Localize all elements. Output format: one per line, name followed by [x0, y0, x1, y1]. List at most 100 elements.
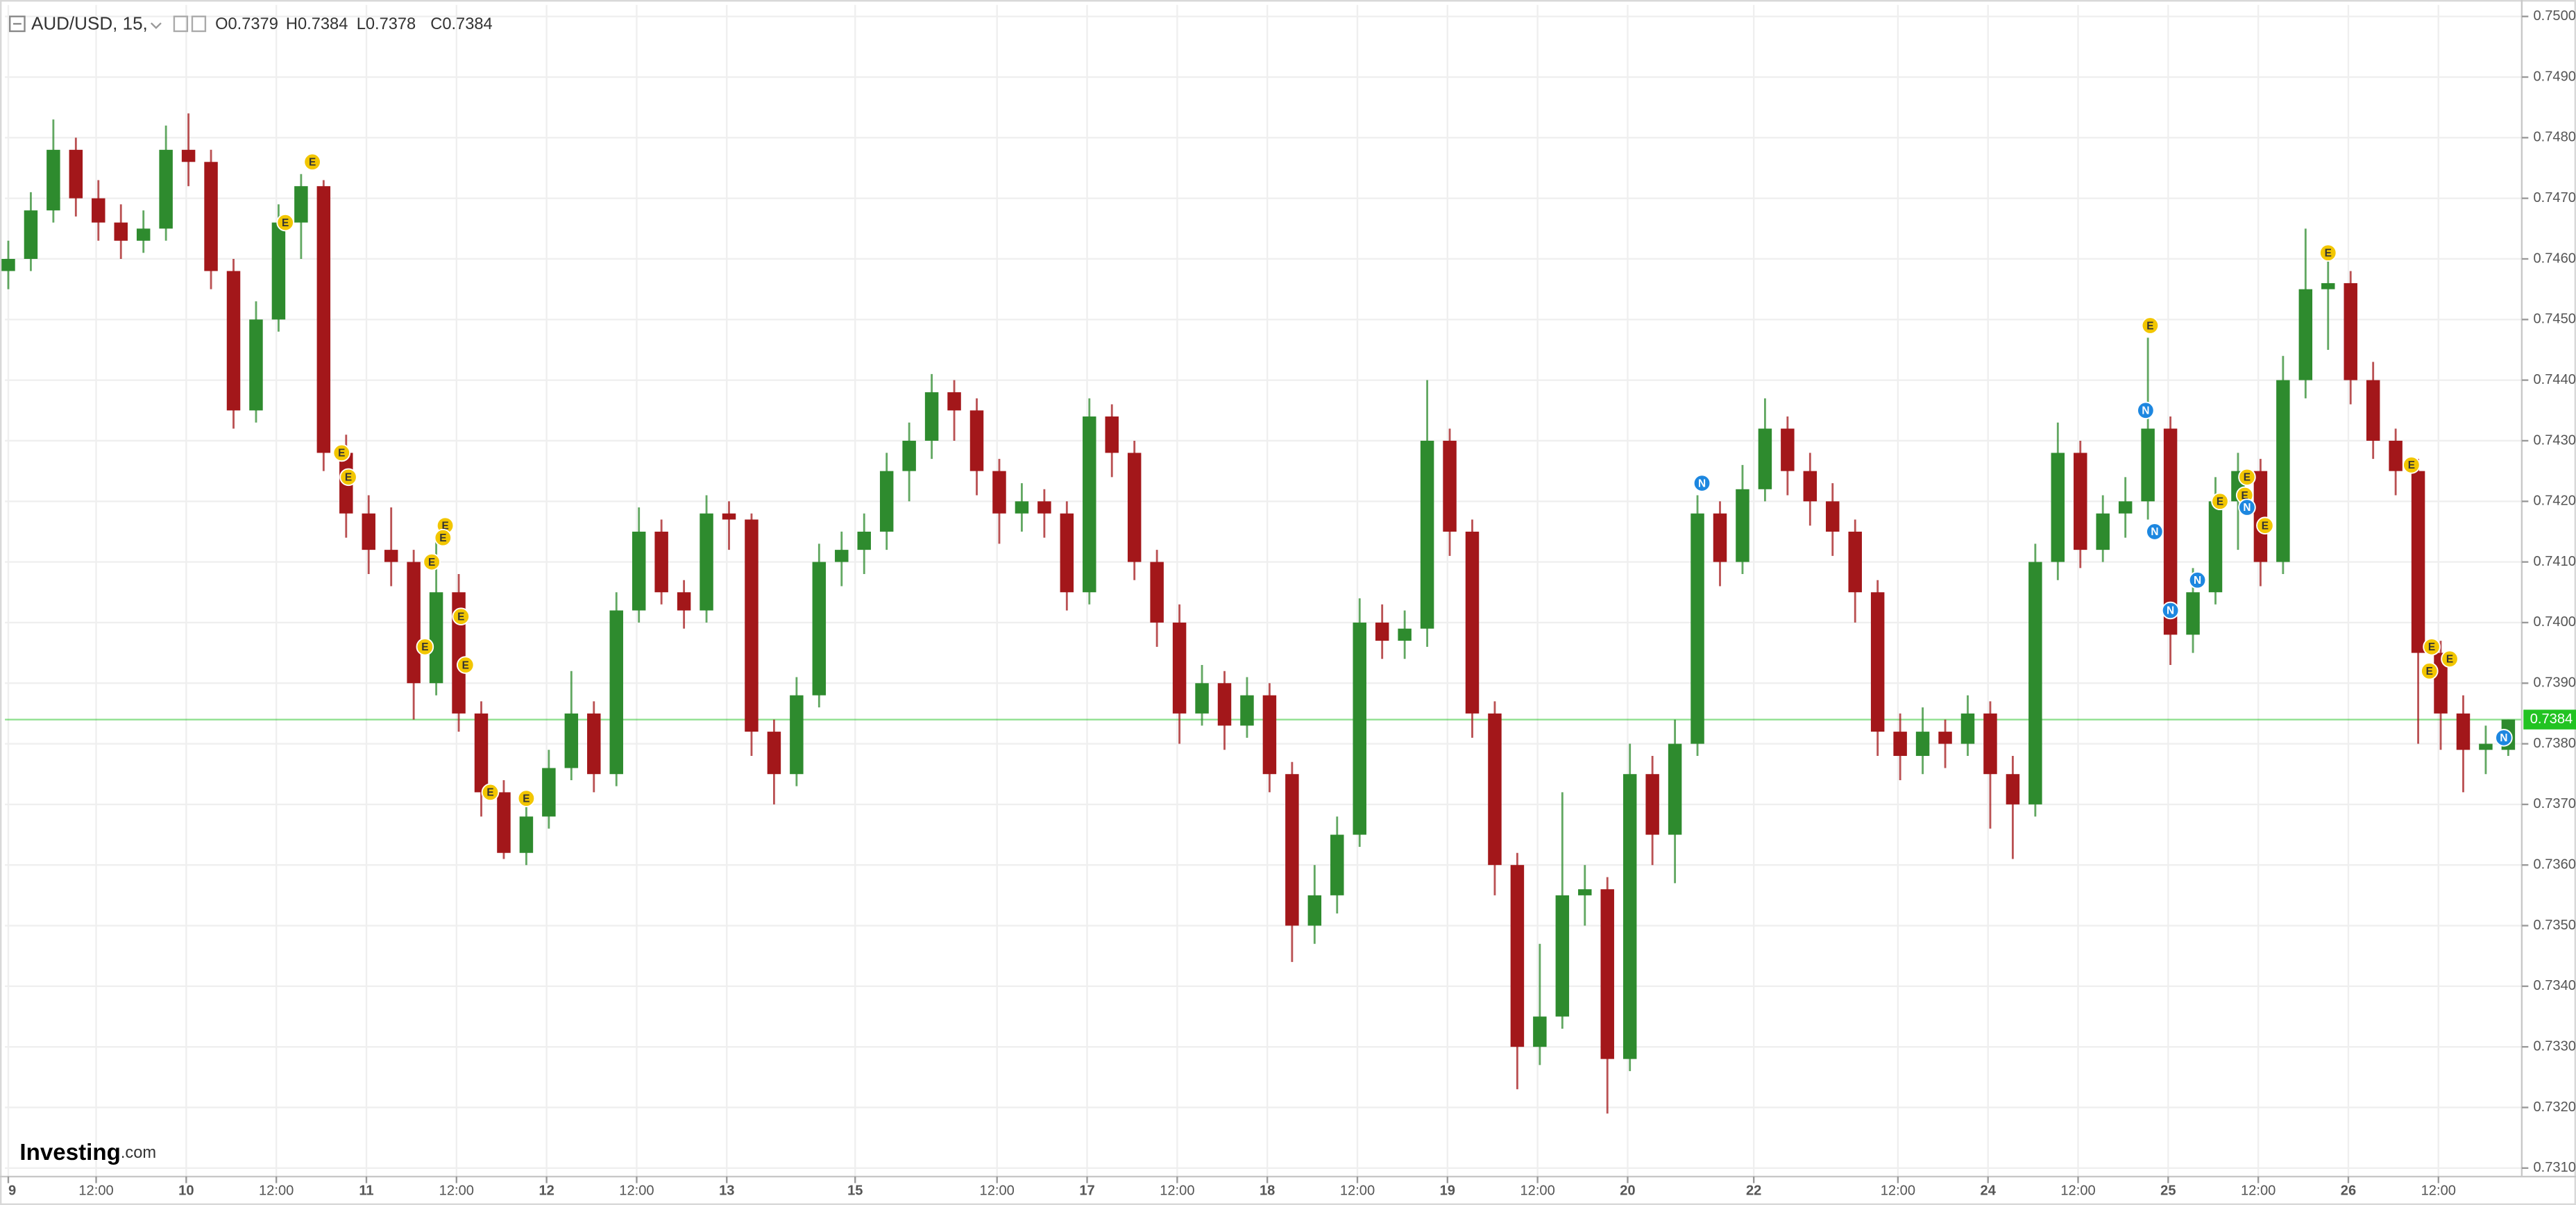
event-marker[interactable]: [2441, 650, 2459, 668]
event-marker[interactable]: [457, 656, 475, 674]
candle-body: [1172, 622, 1187, 714]
candle-body: [1375, 622, 1389, 641]
event-label: E: [486, 787, 493, 799]
close-label: C0.7384: [430, 15, 492, 33]
event-label: E: [345, 472, 352, 484]
candle-body: [1, 258, 15, 271]
event-marker[interactable]: [276, 213, 294, 232]
event-marker[interactable]: [2188, 571, 2207, 589]
event-label: E: [421, 641, 428, 653]
event-label: N: [2500, 732, 2507, 744]
x-tick-label: 12: [539, 1183, 554, 1199]
last-price-label: 0.7384: [2530, 711, 2573, 727]
event-marker[interactable]: [2211, 492, 2229, 511]
event-label: N: [2194, 575, 2201, 587]
event-label: E: [457, 611, 464, 623]
candle-body: [677, 592, 691, 611]
candle-body: [902, 440, 916, 471]
candle-body: [1420, 440, 1434, 629]
event-marker[interactable]: [303, 153, 321, 171]
candle-body: [2006, 774, 2020, 804]
x-tick-label: 12:00: [259, 1183, 294, 1199]
close-icon[interactable]: [191, 15, 207, 33]
candle-body: [114, 222, 128, 241]
event-marker[interactable]: [2238, 498, 2256, 516]
x-tick-label: 12:00: [2421, 1183, 2456, 1199]
event-label: E: [2242, 490, 2248, 502]
candle-body: [2321, 283, 2335, 289]
candle-body: [790, 695, 804, 775]
event-marker[interactable]: [2319, 244, 2337, 262]
event-marker[interactable]: [452, 607, 471, 625]
x-tick-label: 12:00: [1160, 1183, 1194, 1199]
candle-body: [2389, 440, 2403, 471]
event-label: E: [338, 448, 345, 460]
candle-body: [1330, 834, 1344, 895]
event-marker[interactable]: [2403, 456, 2421, 474]
event-marker[interactable]: [2161, 601, 2180, 620]
logo-suffix: .com: [121, 1144, 156, 1162]
event-label: E: [2244, 472, 2251, 484]
candle-body: [1645, 774, 1659, 835]
candle-body: [1960, 713, 1975, 744]
candle-body: [474, 713, 489, 793]
event-marker[interactable]: [339, 468, 357, 487]
x-tick-label: 15: [847, 1183, 863, 1199]
event-label: E: [2426, 666, 2433, 677]
x-tick-label: 13: [719, 1183, 734, 1199]
candle-body: [2411, 471, 2425, 653]
event-marker[interactable]: [332, 444, 351, 462]
event-marker[interactable]: [2421, 662, 2439, 680]
y-tick-label: 0.7350: [2533, 918, 2576, 933]
candle-body: [497, 792, 511, 853]
event-marker[interactable]: [2146, 523, 2164, 541]
candle-body: [2366, 380, 2380, 441]
candle-body: [2028, 562, 2042, 804]
event-marker[interactable]: [423, 553, 441, 571]
settings-icon[interactable]: [173, 15, 189, 33]
collapse-icon[interactable]: [9, 15, 26, 33]
candle-body: [1938, 732, 1952, 744]
event-marker[interactable]: [2256, 516, 2274, 534]
candle-body: [2298, 289, 2313, 380]
candle-body: [1217, 683, 1232, 726]
candle-body: [429, 592, 443, 684]
dropdown-arrow[interactable]: [150, 22, 162, 29]
candle-body: [835, 550, 849, 562]
candle-body: [2163, 428, 2178, 635]
y-tick-label: 0.7370: [2533, 796, 2576, 811]
y-tick-label: 0.7420: [2533, 494, 2576, 509]
candle-body: [745, 519, 759, 732]
event-marker[interactable]: [434, 528, 452, 547]
candle-body: [2096, 513, 2110, 550]
candle-body: [249, 319, 263, 411]
candle-body: [1262, 695, 1277, 775]
y-tick-label: 0.7470: [2533, 190, 2576, 205]
event-marker[interactable]: [416, 638, 434, 656]
candle-body: [2074, 453, 2087, 550]
candle-body: [1240, 695, 1254, 726]
event-marker[interactable]: [2423, 638, 2441, 656]
grid: [5, 5, 2522, 1177]
candle-body: [1443, 440, 1457, 532]
y-tick-label: 0.7500: [2533, 8, 2576, 24]
event-marker[interactable]: [2495, 729, 2513, 747]
event-marker[interactable]: [1693, 474, 1711, 492]
candle-body: [2253, 471, 2268, 562]
event-marker[interactable]: [481, 783, 500, 802]
event-marker[interactable]: [517, 789, 536, 807]
candle-body: [2344, 283, 2357, 380]
event-label: N: [2142, 405, 2149, 417]
event-marker[interactable]: [2238, 468, 2256, 487]
event-marker[interactable]: [2137, 401, 2155, 420]
candle-body: [587, 713, 601, 775]
candle-body: [2456, 713, 2471, 750]
y-tick-label: 0.7320: [2533, 1099, 2576, 1115]
x-tick-label: 17: [1079, 1183, 1094, 1199]
event-marker[interactable]: [2141, 317, 2160, 335]
candle-body: [812, 562, 827, 696]
last-price-box: [2523, 709, 2576, 730]
candle-body: [1983, 713, 1997, 775]
candle-body: [879, 471, 894, 532]
